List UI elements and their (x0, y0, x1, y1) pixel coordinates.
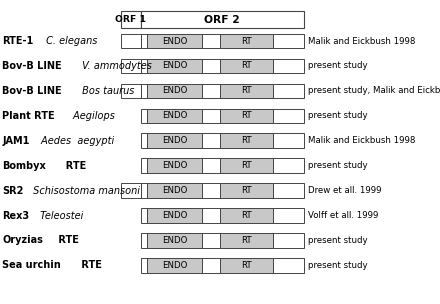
Text: RTE: RTE (78, 261, 102, 270)
Text: Rex3: Rex3 (2, 211, 29, 220)
Text: Drew et all. 1999: Drew et all. 1999 (308, 186, 381, 195)
Bar (147, 84, 202, 98)
Bar (141, 258, 304, 273)
Text: ORF 1: ORF 1 (115, 15, 147, 24)
Text: Teleostei: Teleostei (37, 211, 84, 220)
Bar (141, 59, 304, 73)
Text: Bombyx: Bombyx (2, 161, 46, 171)
Bar (220, 34, 273, 48)
Bar (141, 158, 304, 173)
Bar (147, 59, 202, 73)
Bar (141, 133, 304, 148)
Bar (141, 208, 304, 223)
Bar (147, 158, 202, 173)
Bar (147, 34, 202, 48)
Bar (141, 84, 304, 98)
Text: Malik and Eickbush 1998: Malik and Eickbush 1998 (308, 36, 415, 46)
Text: ENDO: ENDO (162, 186, 187, 195)
Bar (141, 34, 304, 48)
Text: present study, Malik and Eickbush 1998: present study, Malik and Eickbush 1998 (308, 86, 440, 95)
Text: Aedes  aegypti: Aedes aegypti (37, 136, 114, 146)
Text: Aegilops: Aegilops (70, 111, 115, 121)
Bar (141, 109, 304, 123)
Bar (220, 109, 273, 123)
Bar (121, 34, 141, 48)
Text: Schisostoma mansoni: Schisostoma mansoni (30, 186, 140, 195)
Text: ORF 2: ORF 2 (205, 15, 240, 25)
Text: ENDO: ENDO (162, 136, 187, 145)
Bar (141, 233, 304, 248)
Bar (141, 11, 304, 28)
Bar (121, 11, 141, 28)
Text: RT: RT (241, 36, 252, 46)
Text: RT: RT (241, 186, 252, 195)
Text: ENDO: ENDO (162, 61, 187, 71)
Text: RT: RT (241, 61, 252, 71)
Bar (121, 84, 141, 98)
Text: RT: RT (241, 136, 252, 145)
Bar (220, 208, 273, 223)
Text: ENDO: ENDO (162, 86, 187, 95)
Bar (220, 59, 273, 73)
Text: V. ammodytes: V. ammodytes (79, 61, 152, 71)
Text: Bov-B LINE: Bov-B LINE (2, 61, 62, 71)
Text: RTE-1: RTE-1 (2, 36, 33, 46)
Text: ENDO: ENDO (162, 261, 187, 270)
Text: RTE: RTE (55, 236, 79, 245)
Text: ENDO: ENDO (162, 36, 187, 46)
Bar (220, 133, 273, 148)
Bar (147, 183, 202, 198)
Bar (220, 84, 273, 98)
Text: RTE: RTE (59, 161, 86, 171)
Bar (141, 183, 304, 198)
Text: present study: present study (308, 161, 368, 170)
Text: present study: present study (308, 111, 368, 120)
Text: RT: RT (241, 111, 252, 120)
Text: Oryzias: Oryzias (2, 236, 43, 245)
Bar (220, 233, 273, 248)
Text: Bov-B LINE: Bov-B LINE (2, 86, 62, 96)
Text: ENDO: ENDO (162, 211, 187, 220)
Text: ENDO: ENDO (162, 236, 187, 245)
Text: RT: RT (241, 236, 252, 245)
Bar (220, 258, 273, 273)
Text: RT: RT (241, 161, 252, 170)
Bar (147, 133, 202, 148)
Text: Sea urchin: Sea urchin (2, 261, 61, 270)
Bar (121, 183, 141, 198)
Text: ENDO: ENDO (162, 111, 187, 120)
Text: Malik and Eickbush 1998: Malik and Eickbush 1998 (308, 136, 415, 145)
Text: JAM1: JAM1 (2, 136, 29, 146)
Text: Volff et all. 1999: Volff et all. 1999 (308, 211, 378, 220)
Text: present study: present study (308, 261, 368, 270)
Text: RT: RT (241, 86, 252, 95)
Text: RT: RT (241, 261, 252, 270)
Bar (147, 208, 202, 223)
Bar (147, 258, 202, 273)
Text: C. elegans: C. elegans (43, 36, 97, 46)
Text: present study: present study (308, 236, 368, 245)
Text: present study: present study (308, 61, 368, 71)
Text: Plant RTE: Plant RTE (2, 111, 55, 121)
Bar (147, 109, 202, 123)
Text: Bos taurus: Bos taurus (79, 86, 135, 96)
Text: ENDO: ENDO (162, 161, 187, 170)
Bar (121, 59, 141, 73)
Bar (220, 183, 273, 198)
Text: RT: RT (241, 211, 252, 220)
Bar (220, 158, 273, 173)
Text: SR2: SR2 (2, 186, 24, 195)
Bar (147, 233, 202, 248)
